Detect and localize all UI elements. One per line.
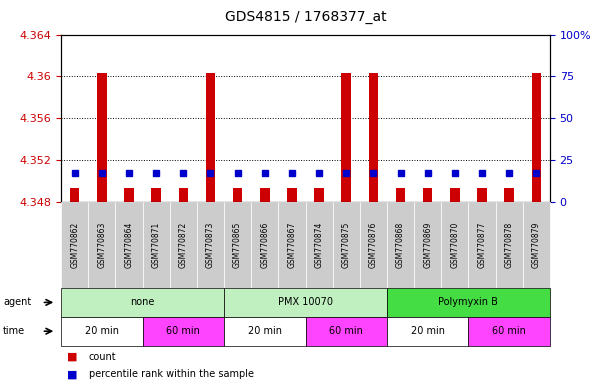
Text: GSM770867: GSM770867 [287,222,296,268]
Bar [152,188,161,202]
Text: 20 min: 20 min [248,326,282,336]
Bar [477,188,487,202]
Bar [124,188,134,202]
Text: GSM770868: GSM770868 [396,222,405,268]
Text: 60 min: 60 min [492,326,526,336]
Text: 60 min: 60 min [329,326,363,336]
Text: ■: ■ [67,352,78,362]
Text: PMX 10070: PMX 10070 [278,297,333,308]
Bar [368,73,378,202]
Bar [505,188,514,202]
Text: Polymyxin B: Polymyxin B [439,297,499,308]
Bar [314,188,324,202]
Text: agent: agent [3,297,31,308]
Bar [70,188,79,202]
Text: ■: ■ [67,369,78,379]
Bar [287,188,297,202]
Text: GSM770878: GSM770878 [505,222,514,268]
Text: GSM770879: GSM770879 [532,222,541,268]
Text: 20 min: 20 min [85,326,119,336]
Text: 60 min: 60 min [166,326,200,336]
Text: GSM770871: GSM770871 [152,222,161,268]
Text: GSM770874: GSM770874 [315,222,324,268]
Text: percentile rank within the sample: percentile rank within the sample [89,369,254,379]
Text: GSM770875: GSM770875 [342,222,351,268]
Text: GSM770877: GSM770877 [478,222,486,268]
Text: GSM770864: GSM770864 [125,222,133,268]
Text: GSM770873: GSM770873 [206,222,215,268]
Text: none: none [130,297,155,308]
Text: GSM770870: GSM770870 [450,222,459,268]
Bar [233,188,243,202]
Text: GSM770862: GSM770862 [70,222,79,268]
Text: GSM770863: GSM770863 [97,222,106,268]
Bar [260,188,269,202]
Text: time: time [3,326,25,336]
Bar [342,73,351,202]
Text: 20 min: 20 min [411,326,445,336]
Text: count: count [89,352,116,362]
Bar [97,73,106,202]
Bar [450,188,459,202]
Bar [423,188,433,202]
Text: GSM770866: GSM770866 [260,222,269,268]
Bar [532,73,541,202]
Bar [206,73,215,202]
Text: GSM770865: GSM770865 [233,222,242,268]
Bar [396,188,405,202]
Text: GSM770872: GSM770872 [179,222,188,268]
Text: GSM770876: GSM770876 [369,222,378,268]
Text: GDS4815 / 1768377_at: GDS4815 / 1768377_at [225,10,386,23]
Bar [178,188,188,202]
Text: GSM770869: GSM770869 [423,222,432,268]
